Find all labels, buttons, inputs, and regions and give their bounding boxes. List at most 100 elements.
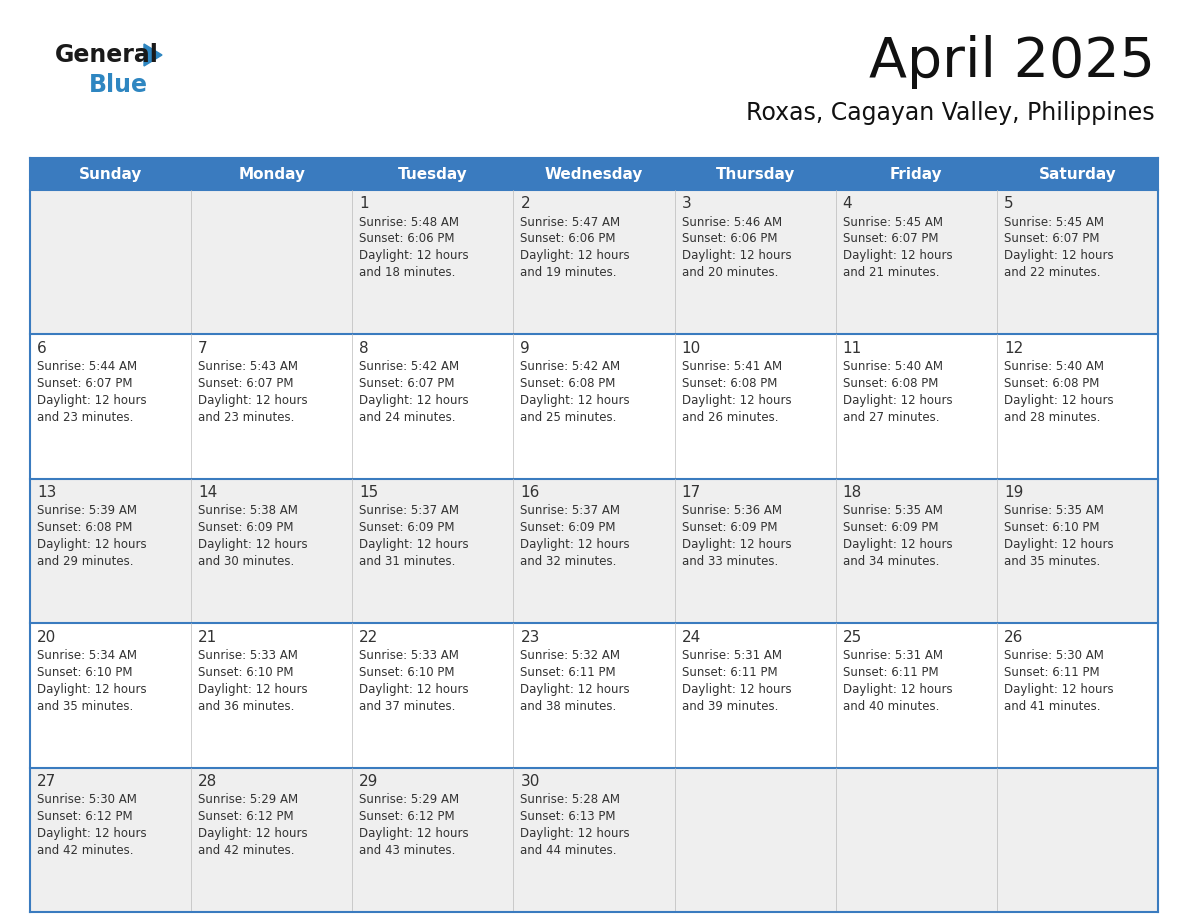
Text: Daylight: 12 hours: Daylight: 12 hours	[359, 250, 469, 263]
Text: Sunset: 6:11 PM: Sunset: 6:11 PM	[682, 666, 777, 678]
Text: 24: 24	[682, 630, 701, 644]
Text: 29: 29	[359, 774, 379, 789]
Text: 20: 20	[37, 630, 56, 644]
Text: and 31 minutes.: and 31 minutes.	[359, 555, 456, 568]
Text: Sunrise: 5:43 AM: Sunrise: 5:43 AM	[198, 360, 298, 373]
Text: Sunrise: 5:42 AM: Sunrise: 5:42 AM	[520, 360, 620, 373]
Text: and 29 minutes.: and 29 minutes.	[37, 555, 133, 568]
Text: Daylight: 12 hours: Daylight: 12 hours	[682, 538, 791, 552]
Text: General: General	[55, 43, 159, 67]
Text: Sunrise: 5:45 AM: Sunrise: 5:45 AM	[1004, 216, 1104, 229]
Text: Daylight: 12 hours: Daylight: 12 hours	[682, 683, 791, 696]
Text: and 35 minutes.: and 35 minutes.	[37, 700, 133, 712]
Text: and 36 minutes.: and 36 minutes.	[198, 700, 295, 712]
Text: Sunset: 6:10 PM: Sunset: 6:10 PM	[37, 666, 133, 678]
Text: Sunrise: 5:29 AM: Sunrise: 5:29 AM	[198, 793, 298, 806]
Text: and 41 minutes.: and 41 minutes.	[1004, 700, 1100, 712]
Text: Sunset: 6:10 PM: Sunset: 6:10 PM	[1004, 521, 1099, 534]
Text: Sunrise: 5:42 AM: Sunrise: 5:42 AM	[359, 360, 460, 373]
Text: 19: 19	[1004, 486, 1023, 500]
Text: Daylight: 12 hours: Daylight: 12 hours	[842, 250, 953, 263]
Text: Sunset: 6:11 PM: Sunset: 6:11 PM	[520, 666, 617, 678]
Bar	[30, 623, 1158, 767]
Text: Daylight: 12 hours: Daylight: 12 hours	[37, 827, 146, 840]
Text: and 23 minutes.: and 23 minutes.	[37, 411, 133, 424]
Text: and 42 minutes.: and 42 minutes.	[37, 844, 133, 857]
Text: Sunrise: 5:31 AM: Sunrise: 5:31 AM	[842, 649, 943, 662]
Text: Sunset: 6:09 PM: Sunset: 6:09 PM	[520, 521, 615, 534]
Text: Sunset: 6:07 PM: Sunset: 6:07 PM	[37, 377, 133, 390]
Text: 6: 6	[37, 341, 46, 356]
Text: 14: 14	[198, 486, 217, 500]
Text: 13: 13	[37, 486, 56, 500]
Text: and 20 minutes.: and 20 minutes.	[682, 266, 778, 279]
Text: April 2025: April 2025	[868, 35, 1155, 89]
Text: Saturday: Saturday	[1038, 166, 1117, 182]
Text: and 44 minutes.: and 44 minutes.	[520, 844, 617, 857]
Text: Sunset: 6:08 PM: Sunset: 6:08 PM	[682, 377, 777, 390]
Text: and 28 minutes.: and 28 minutes.	[1004, 411, 1100, 424]
Text: Sunday: Sunday	[78, 166, 143, 182]
Text: Sunset: 6:08 PM: Sunset: 6:08 PM	[37, 521, 132, 534]
Text: Daylight: 12 hours: Daylight: 12 hours	[1004, 538, 1113, 552]
Text: 4: 4	[842, 196, 852, 211]
Text: 30: 30	[520, 774, 539, 789]
Text: Sunset: 6:07 PM: Sunset: 6:07 PM	[1004, 232, 1099, 245]
Text: Tuesday: Tuesday	[398, 166, 468, 182]
Text: Sunset: 6:06 PM: Sunset: 6:06 PM	[520, 232, 615, 245]
Text: 5: 5	[1004, 196, 1013, 211]
Text: 2: 2	[520, 196, 530, 211]
Text: and 24 minutes.: and 24 minutes.	[359, 411, 456, 424]
Text: Daylight: 12 hours: Daylight: 12 hours	[198, 827, 308, 840]
Text: Sunrise: 5:45 AM: Sunrise: 5:45 AM	[842, 216, 943, 229]
Text: and 32 minutes.: and 32 minutes.	[520, 555, 617, 568]
Text: Sunrise: 5:28 AM: Sunrise: 5:28 AM	[520, 793, 620, 806]
Text: Daylight: 12 hours: Daylight: 12 hours	[1004, 683, 1113, 696]
Text: and 37 minutes.: and 37 minutes.	[359, 700, 456, 712]
Text: and 22 minutes.: and 22 minutes.	[1004, 266, 1100, 279]
Text: and 18 minutes.: and 18 minutes.	[359, 266, 456, 279]
Text: and 33 minutes.: and 33 minutes.	[682, 555, 778, 568]
Text: Sunrise: 5:41 AM: Sunrise: 5:41 AM	[682, 360, 782, 373]
Text: Sunrise: 5:29 AM: Sunrise: 5:29 AM	[359, 793, 460, 806]
Text: Daylight: 12 hours: Daylight: 12 hours	[359, 394, 469, 407]
Text: Daylight: 12 hours: Daylight: 12 hours	[359, 538, 469, 552]
Text: and 38 minutes.: and 38 minutes.	[520, 700, 617, 712]
Text: Sunrise: 5:36 AM: Sunrise: 5:36 AM	[682, 504, 782, 518]
Text: Sunset: 6:06 PM: Sunset: 6:06 PM	[359, 232, 455, 245]
Text: Sunset: 6:08 PM: Sunset: 6:08 PM	[520, 377, 615, 390]
Text: Sunrise: 5:39 AM: Sunrise: 5:39 AM	[37, 504, 137, 518]
Text: Daylight: 12 hours: Daylight: 12 hours	[520, 538, 630, 552]
Text: Daylight: 12 hours: Daylight: 12 hours	[37, 683, 146, 696]
Text: Sunset: 6:12 PM: Sunset: 6:12 PM	[198, 810, 293, 823]
Text: Sunrise: 5:40 AM: Sunrise: 5:40 AM	[1004, 360, 1104, 373]
Text: and 43 minutes.: and 43 minutes.	[359, 844, 456, 857]
Text: Sunset: 6:07 PM: Sunset: 6:07 PM	[359, 377, 455, 390]
Text: Sunset: 6:10 PM: Sunset: 6:10 PM	[359, 666, 455, 678]
Text: Sunset: 6:09 PM: Sunset: 6:09 PM	[198, 521, 293, 534]
Text: Sunrise: 5:35 AM: Sunrise: 5:35 AM	[1004, 504, 1104, 518]
Text: Daylight: 12 hours: Daylight: 12 hours	[682, 250, 791, 263]
Text: Thursday: Thursday	[715, 166, 795, 182]
Text: Blue: Blue	[89, 73, 148, 97]
Text: Sunset: 6:12 PM: Sunset: 6:12 PM	[359, 810, 455, 823]
Text: Daylight: 12 hours: Daylight: 12 hours	[198, 538, 308, 552]
Bar	[30, 767, 1158, 912]
Text: 10: 10	[682, 341, 701, 356]
Text: and 23 minutes.: and 23 minutes.	[198, 411, 295, 424]
Text: Sunrise: 5:33 AM: Sunrise: 5:33 AM	[198, 649, 298, 662]
Text: 16: 16	[520, 486, 539, 500]
Text: Sunrise: 5:34 AM: Sunrise: 5:34 AM	[37, 649, 137, 662]
Text: Sunset: 6:07 PM: Sunset: 6:07 PM	[198, 377, 293, 390]
Text: Sunrise: 5:32 AM: Sunrise: 5:32 AM	[520, 649, 620, 662]
Text: Sunrise: 5:47 AM: Sunrise: 5:47 AM	[520, 216, 620, 229]
Text: 12: 12	[1004, 341, 1023, 356]
Text: Sunset: 6:08 PM: Sunset: 6:08 PM	[842, 377, 939, 390]
Text: Sunset: 6:09 PM: Sunset: 6:09 PM	[842, 521, 939, 534]
Bar	[30, 334, 1158, 479]
Text: Daylight: 12 hours: Daylight: 12 hours	[842, 394, 953, 407]
Text: and 40 minutes.: and 40 minutes.	[842, 700, 939, 712]
Text: Sunset: 6:09 PM: Sunset: 6:09 PM	[359, 521, 455, 534]
Text: Sunset: 6:11 PM: Sunset: 6:11 PM	[842, 666, 939, 678]
Text: Roxas, Cagayan Valley, Philippines: Roxas, Cagayan Valley, Philippines	[746, 101, 1155, 125]
